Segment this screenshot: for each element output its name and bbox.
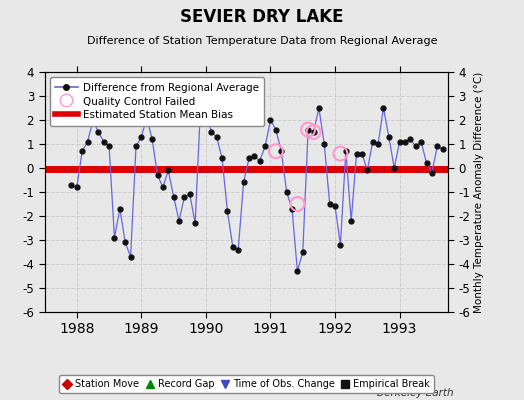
Point [293,201,302,207]
Point [336,150,345,157]
Text: Berkeley Earth: Berkeley Earth [377,388,453,398]
Point [309,129,318,135]
Legend: Difference from Regional Average, Quality Control Failed, Estimated Station Mean: Difference from Regional Average, Qualit… [50,77,264,126]
Point [304,126,312,133]
Point [271,148,280,154]
Legend: Station Move, Record Gap, Time of Obs. Change, Empirical Break: Station Move, Record Gap, Time of Obs. C… [59,375,434,393]
Text: SEVIER DRY LAKE: SEVIER DRY LAKE [180,8,344,26]
Y-axis label: Monthly Temperature Anomaly Difference (°C): Monthly Temperature Anomaly Difference (… [474,71,485,313]
Text: Difference of Station Temperature Data from Regional Average: Difference of Station Temperature Data f… [87,36,437,46]
